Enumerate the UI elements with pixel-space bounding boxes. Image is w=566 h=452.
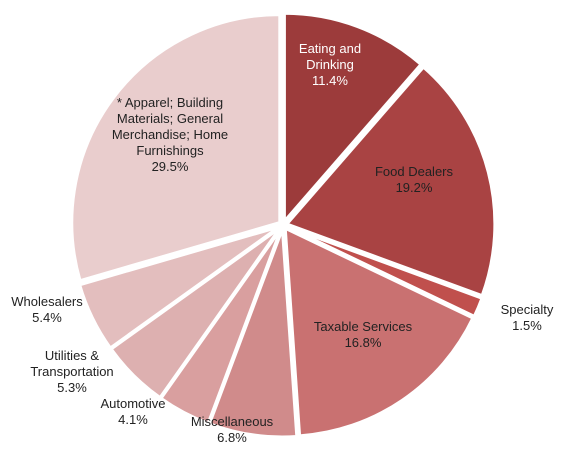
slice-label: Utilities & Transportation 5.3% [12,348,132,396]
pie-slice [77,225,281,351]
pie-slice [283,225,475,438]
pie-slice [284,65,497,298]
category-label: Wholesalers [11,294,83,309]
value-label: 16.8% [344,335,382,350]
value-label: 19.2% [395,180,433,195]
slice-label: Eating and Drinking 11.4% [285,41,375,89]
slice-label: Miscellaneous 6.8% [182,414,282,446]
value-label: 6.8% [217,430,247,445]
slice-label: Food Dealers 19.2% [364,164,464,196]
category-label: Food Dealers [374,164,454,179]
slice-label: Taxable Services 16.8% [293,319,433,351]
value-label: 1.5% [512,318,542,333]
category-label: Utilities & Transportation [30,348,114,379]
value-label: 4.1% [118,412,148,427]
slice-label: * Apparel; Building Materials; General M… [90,95,250,175]
slice-label: Specialty 1.5% [487,302,566,334]
pie-slice [70,13,282,283]
slice-label: Automotive 4.1% [88,396,178,428]
value-label: 5.4% [32,310,62,325]
slice-label: Wholesalers 5.4% [2,294,92,326]
value-label: 29.5% [151,159,189,174]
category-label: * Apparel; Building Materials; General M… [111,95,229,158]
category-label: Automotive [100,396,166,411]
category-label: Specialty [500,302,554,317]
value-label: 5.3% [57,380,87,395]
pie-slice [286,225,484,319]
category-label: Taxable Services [313,319,413,334]
category-label: Miscellaneous [190,414,274,429]
pie-slice [282,11,424,226]
value-label: 11.4% [312,73,348,88]
category-label: Eating and Drinking [298,41,362,72]
